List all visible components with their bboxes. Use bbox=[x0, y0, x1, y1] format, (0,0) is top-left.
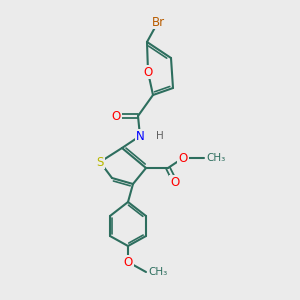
Text: O: O bbox=[170, 176, 180, 188]
Text: CH₃: CH₃ bbox=[148, 267, 167, 277]
Text: O: O bbox=[178, 152, 188, 164]
Text: O: O bbox=[143, 65, 153, 79]
Text: O: O bbox=[123, 256, 133, 268]
Text: Br: Br bbox=[152, 16, 165, 28]
Text: N: N bbox=[136, 130, 144, 142]
Text: CH₃: CH₃ bbox=[206, 153, 225, 163]
Text: H: H bbox=[156, 131, 164, 141]
Text: O: O bbox=[111, 110, 121, 122]
Text: S: S bbox=[96, 155, 104, 169]
